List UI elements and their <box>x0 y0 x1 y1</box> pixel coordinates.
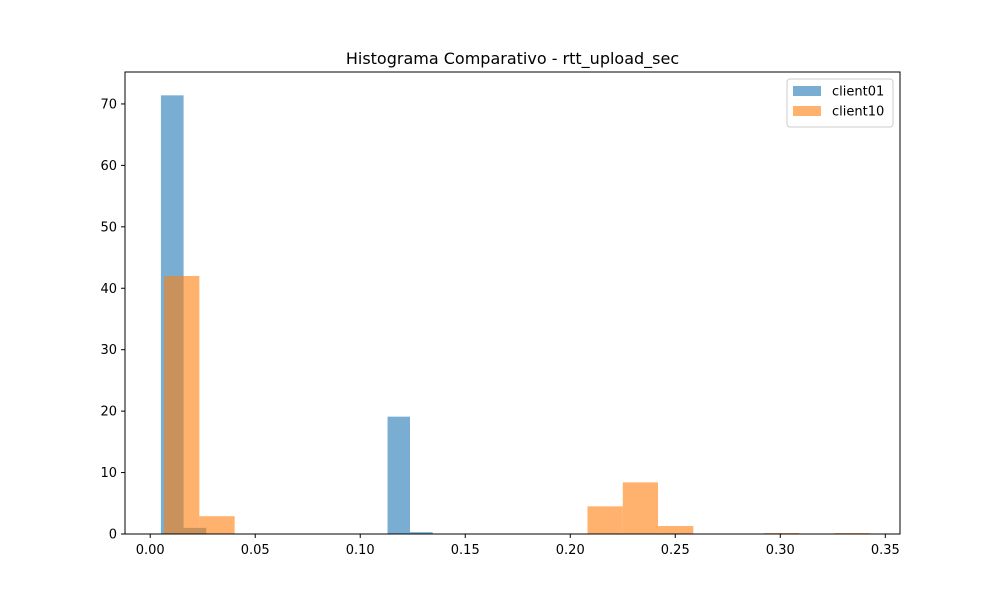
x-tick-label: 0.25 <box>661 543 690 558</box>
x-tick-label: 0.30 <box>766 543 795 558</box>
bar-client01-bin-10 <box>387 416 411 534</box>
x-tick-label: 0.15 <box>451 543 480 558</box>
y-tick-label: 40 <box>100 282 117 297</box>
bar-client10-bin-13 <box>622 482 659 534</box>
bar-client10-bin-14 <box>658 526 694 534</box>
y-tick-label: 60 <box>100 159 117 174</box>
y-axis: 0 10 20 30 40 50 60 70 <box>100 97 125 543</box>
series-client01 <box>160 95 433 535</box>
plot-frame <box>124 71 901 535</box>
x-tick-label: 0.00 <box>136 543 165 558</box>
y-tick-label: 30 <box>100 343 117 358</box>
x-tick-label: 0.05 <box>241 543 270 558</box>
bars-layer <box>160 95 870 535</box>
y-tick-label: 0 <box>109 528 117 543</box>
bar-client01-bin-11 <box>410 532 433 534</box>
bar-client10-bin-1 <box>199 516 235 534</box>
series-client10 <box>164 275 870 534</box>
bar-client10-bin-0 <box>164 275 200 534</box>
legend-swatch-client10 <box>793 106 821 116</box>
legend: client01 client10 <box>786 78 894 128</box>
y-tick-label: 70 <box>100 97 117 112</box>
x-tick-label: 0.10 <box>346 543 375 558</box>
legend-swatch-client01 <box>793 86 821 96</box>
y-tick-label: 20 <box>100 405 117 420</box>
legend-label-client01: client01 <box>832 85 884 100</box>
bar-client10-bin-12 <box>587 506 623 534</box>
x-tick-label: 0.20 <box>556 543 585 558</box>
y-tick-label: 50 <box>100 220 117 235</box>
x-tick-label: 0.35 <box>871 543 900 558</box>
chart-title: Histograma Comparativo - rtt_upload_sec <box>346 49 679 69</box>
x-axis: 0.00 0.05 0.10 0.15 0.20 0.25 0.30 0.35 <box>136 534 900 558</box>
legend-label-client10: client10 <box>832 105 884 120</box>
y-tick-label: 10 <box>100 466 117 481</box>
